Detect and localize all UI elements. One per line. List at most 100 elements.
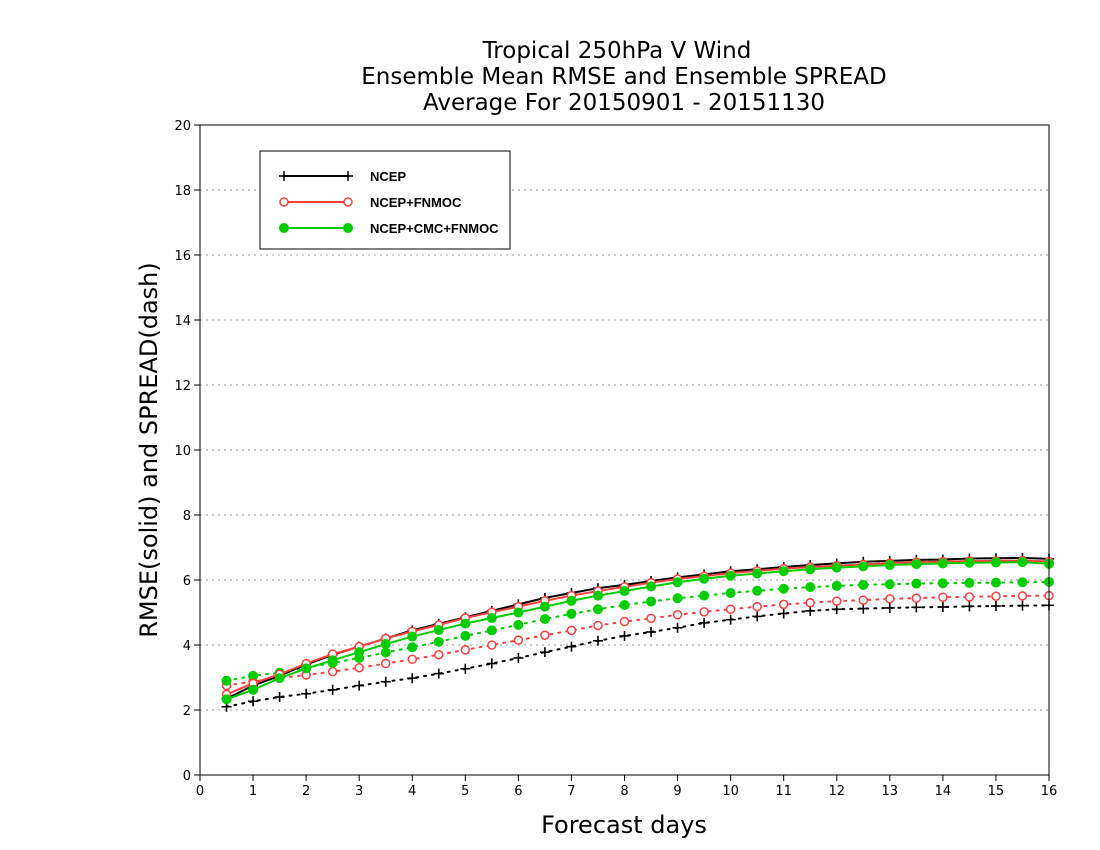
rmse-series-ncep-cmc-fnmoc [221, 557, 1054, 705]
spread-point-ncep [619, 630, 630, 641]
spread-point-ncep [911, 602, 922, 613]
spread-point-ncep [1017, 600, 1028, 611]
spread-point-ncep-cmc-fnmoc [884, 579, 895, 590]
spread-point-ncep [539, 647, 550, 658]
spread-point-ncep [778, 608, 789, 619]
spread-point-ncep-fnmoc [699, 607, 709, 617]
spread-point-ncep-fnmoc [752, 601, 762, 612]
rmse-series-ncep [221, 552, 1054, 704]
spread-point-ncep [990, 601, 1001, 611]
spread-point-ncep-cmc-fnmoc [539, 614, 550, 624]
rmse-point-ncep-cmc-fnmoc [248, 684, 259, 695]
spread-point-ncep-fnmoc [858, 595, 869, 605]
spread-point-ncep [831, 604, 842, 615]
spread-point-ncep [805, 605, 816, 616]
rmse-point-ncep-cmc-fnmoc [937, 558, 948, 569]
rmse-point-ncep-cmc-fnmoc [407, 631, 418, 642]
rmse-point-ncep-cmc-fnmoc [354, 647, 365, 658]
y-tick-label: 18 [174, 184, 191, 199]
y-tick-label: 16 [174, 249, 191, 264]
spread-point-ncep [725, 614, 736, 625]
spread-point-ncep-fnmoc [991, 591, 1001, 601]
spread-point-ncep-fnmoc [460, 645, 471, 655]
y-tick-label: 14 [174, 314, 191, 329]
y-axis-ticks: 0 2 4 6 8 10 12 14 16 18 20 [174, 119, 200, 784]
spread-point-ncep [380, 676, 391, 687]
spread-point-ncep-fnmoc [778, 599, 789, 610]
spread-point-ncep [937, 601, 948, 612]
spread-point-ncep [301, 688, 312, 699]
rmse-point-ncep-cmc-fnmoc [221, 694, 232, 705]
spread-point-ncep-cmc-fnmoc [805, 582, 816, 593]
y-tick-label: 10 [174, 444, 191, 459]
spread-point-ncep-cmc-fnmoc [460, 630, 471, 641]
spread-point-ncep-cmc-fnmoc [990, 577, 1001, 588]
legend-box [259, 150, 511, 250]
legend-label: NCEP [370, 169, 406, 184]
spread-point-ncep [248, 696, 259, 707]
spread-point-ncep-cmc-fnmoc [911, 578, 922, 589]
rmse-point-ncep-cmc-fnmoc [539, 601, 550, 612]
spread-point-ncep-fnmoc [354, 663, 364, 673]
rmse-point-ncep-cmc-fnmoc [486, 613, 497, 624]
rmse-point-ncep-cmc-fnmoc [646, 581, 657, 592]
x-tick-label: 15 [988, 784, 1005, 799]
x-tick-label: 7 [567, 784, 575, 799]
title-line-1: Tropical 250hPa V Wind [482, 38, 752, 64]
spread-point-ncep [460, 663, 471, 674]
rmse-point-ncep-cmc-fnmoc [566, 595, 577, 606]
rmse-point-ncep-cmc-fnmoc [619, 586, 630, 597]
x-tick-label: 10 [722, 784, 739, 799]
spread-series-ncep [221, 600, 1054, 712]
y-tick-label: 6 [183, 574, 191, 589]
legend-entry-ncep-fnmoc: NCEP+FNMOC [279, 195, 462, 210]
legend-entry-ncep: NCEP [279, 169, 406, 184]
spread-point-ncep-cmc-fnmoc [221, 675, 232, 686]
legend-swatch-marker [343, 197, 353, 207]
rmse-point-ncep-cmc-fnmoc [805, 564, 816, 575]
spread-point-ncep-cmc-fnmoc [646, 596, 657, 607]
spread-point-ncep [407, 673, 418, 684]
x-tick-label: 9 [673, 784, 681, 799]
spread-point-ncep [433, 668, 444, 679]
spread-point-ncep [672, 622, 683, 633]
spread-point-ncep-cmc-fnmoc [699, 590, 710, 601]
spread-point-ncep-fnmoc [593, 620, 603, 631]
legend-swatch-marker [343, 223, 353, 233]
y-tick-label: 20 [174, 119, 191, 134]
spread-point-ncep-cmc-fnmoc [672, 593, 683, 604]
rmse-point-ncep-cmc-fnmoc [460, 618, 471, 629]
rmse-line-ncep-fnmoc [226, 559, 1050, 696]
legend-swatch-marker [279, 223, 289, 233]
rmse-point-ncep-cmc-fnmoc [778, 566, 789, 577]
spread-point-ncep [858, 603, 869, 614]
spread-series-ncep-cmc-fnmoc [221, 576, 1054, 686]
spread-point-ncep [964, 601, 975, 612]
rmse-point-ncep-cmc-fnmoc [831, 562, 842, 573]
spread-point-ncep [884, 602, 895, 613]
rmse-point-ncep-cmc-fnmoc [911, 559, 922, 570]
spread-series-group [221, 576, 1054, 712]
spread-point-ncep-fnmoc [885, 594, 895, 604]
rmse-point-ncep-cmc-fnmoc [327, 655, 338, 666]
rmse-point-ncep-cmc-fnmoc [592, 590, 603, 601]
spread-point-ncep [513, 653, 524, 663]
spread-point-ncep-fnmoc [832, 596, 842, 606]
legend-entry-ncep-cmc-fnmoc: NCEP+CMC+FNMOC [279, 221, 499, 236]
x-tick-label: 5 [461, 784, 469, 799]
x-tick-label: 4 [408, 784, 416, 799]
y-tick-label: 4 [183, 639, 191, 654]
spread-point-ncep [592, 635, 603, 646]
spread-point-ncep [566, 641, 577, 652]
spread-line-ncep-cmc-fnmoc [225, 580, 1050, 682]
spread-point-ncep-cmc-fnmoc [380, 647, 391, 658]
spread-point-ncep-cmc-fnmoc [619, 600, 630, 611]
y-tick-label: 2 [183, 704, 191, 719]
spread-point-ncep-fnmoc [434, 650, 444, 660]
legend-swatch-marker [279, 197, 289, 207]
x-axis-ticks: 0 1 2 3 4 5 6 7 8 9 10 11 12 13 14 15 16 [196, 775, 1057, 799]
x-axis-label: Forecast days [541, 811, 707, 839]
spread-series-ncep-fnmoc [221, 590, 1054, 691]
x-tick-label: 2 [302, 784, 310, 799]
spread-point-ncep-cmc-fnmoc [433, 636, 444, 647]
